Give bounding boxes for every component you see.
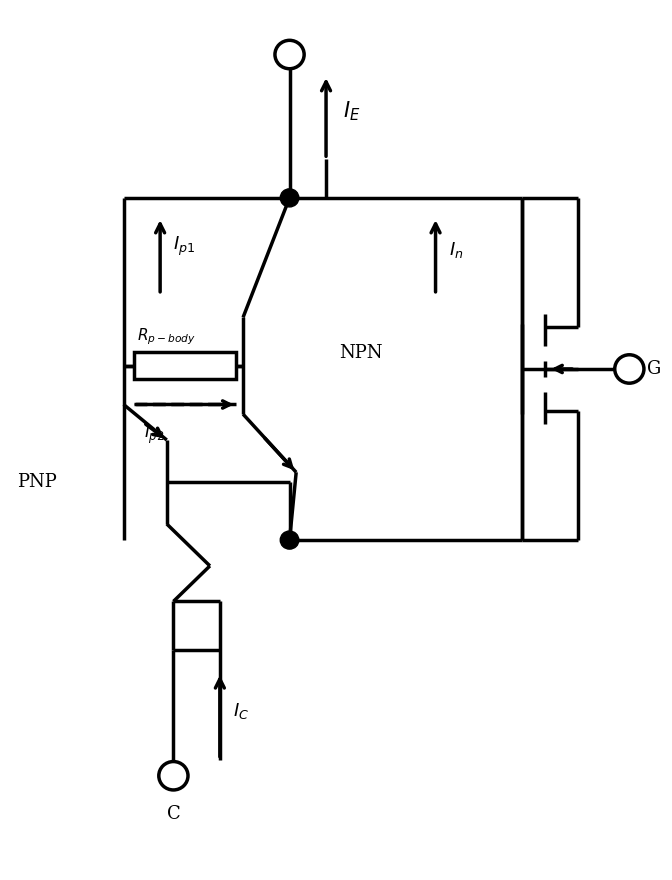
- Text: $I_{p2}$: $I_{p2}$: [144, 422, 164, 446]
- Text: G: G: [646, 360, 661, 378]
- Text: $I_C$: $I_C$: [233, 701, 249, 722]
- Bar: [134, 352, 237, 379]
- Text: NPN: NPN: [339, 344, 383, 362]
- Text: $I_n$: $I_n$: [449, 239, 463, 260]
- Circle shape: [280, 531, 299, 549]
- Text: $I_E$: $I_E$: [343, 99, 360, 122]
- Circle shape: [280, 189, 299, 207]
- Text: PNP: PNP: [17, 473, 57, 491]
- Text: $R_{p-body}$: $R_{p-body}$: [137, 326, 196, 347]
- Text: $I_{p1}$: $I_{p1}$: [173, 235, 196, 258]
- Text: C: C: [167, 805, 180, 823]
